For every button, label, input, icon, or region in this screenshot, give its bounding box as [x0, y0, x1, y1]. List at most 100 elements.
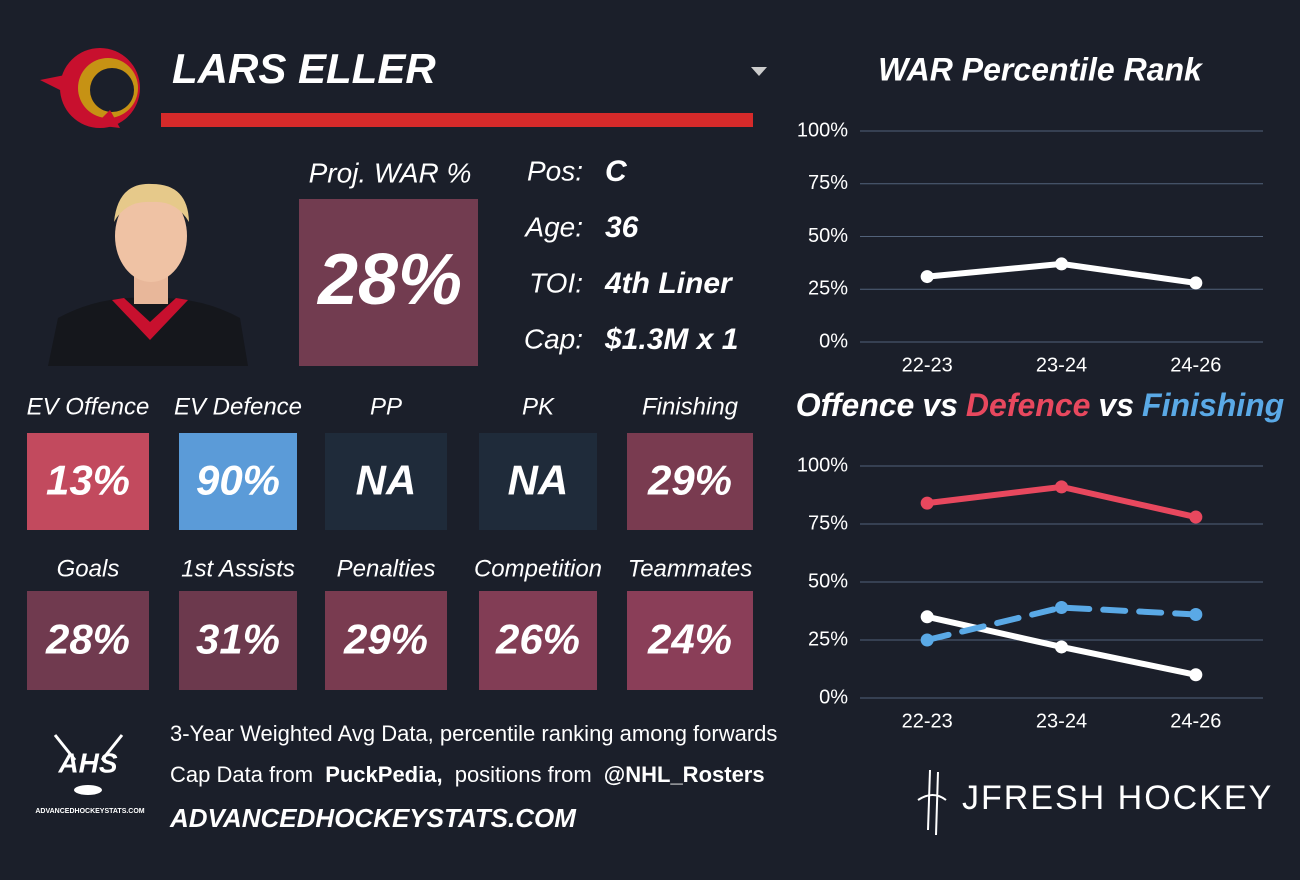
info-value: 4th Liner	[604, 267, 734, 300]
info-label: Age:	[523, 211, 583, 242]
player-name: LARS ELLER	[172, 45, 436, 92]
chart-title: Offence vs Defence vs Finishing	[796, 387, 1284, 423]
series-point	[920, 496, 934, 510]
tile-value: NA	[508, 457, 569, 504]
y-tick-label: 100%	[797, 454, 848, 476]
tile-label: Teammates	[628, 555, 753, 582]
projection-box	[299, 199, 478, 366]
series-point	[1189, 607, 1203, 621]
y-tick-label: 50%	[808, 570, 848, 592]
tile-value: 29%	[343, 616, 428, 663]
tile-box	[325, 591, 447, 690]
x-tick-label: 23-24	[1036, 710, 1087, 732]
footer-line: Cap Data from PuckPedia, positions from …	[170, 762, 765, 787]
player-photo	[48, 183, 248, 366]
tile-label: PP	[370, 393, 402, 420]
series-line	[924, 604, 1199, 643]
stat-tiles: EV Offence 13% EV Defence 90% PP NA PK NA Finish…	[27, 393, 753, 690]
series-point	[920, 633, 934, 647]
tile-label: Finishing	[642, 393, 739, 420]
brand-icon	[917, 769, 947, 836]
title-joiner: vs	[922, 387, 958, 423]
series-point	[1055, 640, 1068, 654]
tile-box	[627, 591, 753, 690]
brand: JFRESH HOCKEY	[962, 779, 1273, 817]
tile-box	[479, 433, 597, 530]
series-point	[1189, 276, 1203, 290]
line-chart: WAR Percentile Rank 0% 25% 50% 75% 100% 22-23 2…	[797, 51, 1263, 376]
y-tick-label: 0%	[819, 686, 848, 708]
chart-title: WAR Percentile Rank	[878, 51, 1204, 87]
x-tick-label: 23-24	[1036, 354, 1087, 376]
y-tick-label: 75%	[808, 172, 848, 194]
ahs-logo-text: AHS	[57, 747, 117, 778]
projection-value: 28%	[316, 240, 462, 320]
title-series-name: Finishing	[1142, 387, 1284, 423]
footer-link[interactable]: PuckPedia,	[325, 762, 442, 787]
info-list: Pos: C Age: 36 TOI: 4th Liner Cap: $1.3M x 1	[523, 155, 738, 356]
y-tick-label: 75%	[808, 512, 848, 534]
tile-value: 26%	[495, 616, 580, 663]
x-tick-label: 24-26	[1170, 354, 1221, 376]
tile-label: EV Offence	[27, 393, 150, 420]
info-value: $1.3M x 1	[604, 323, 738, 356]
tile-value: NA	[356, 457, 417, 504]
footer-line: 3-Year Weighted Avg Data, percentile ran…	[170, 721, 777, 746]
title-series-name: Defence	[966, 387, 1091, 423]
tile-value: 13%	[46, 457, 130, 504]
y-tick-label: 50%	[808, 225, 848, 247]
website[interactable]: ADVANCEDHOCKEYSTATS.COM	[169, 803, 577, 833]
series-point	[1055, 257, 1068, 271]
info-label: Cap:	[524, 323, 583, 354]
line-chart: Offence vs Defence vs Finishing0%25%50%75%10…	[796, 387, 1284, 732]
info-value: 36	[605, 211, 639, 244]
y-tick-label: 25%	[808, 628, 848, 650]
y-tick-label: 25%	[808, 278, 848, 300]
tile-box	[479, 591, 597, 690]
x-tick-label: 22-23	[902, 710, 953, 732]
tile-label: PK	[522, 393, 555, 420]
y-tick-label: 0%	[819, 330, 848, 352]
ahs-logo: AHS ADVANCEDHOCKEYSTATS.COM	[35, 734, 145, 815]
info-label: TOI:	[529, 267, 583, 298]
tile-value: 90%	[196, 457, 280, 504]
footer-text: positions from	[455, 762, 592, 787]
tile-value: 31%	[196, 616, 280, 663]
series-point	[1055, 601, 1068, 615]
info-label: Pos:	[527, 155, 583, 186]
footer-text: Cap Data from	[170, 762, 313, 787]
name-underline	[161, 113, 753, 127]
tile-label: 1st Assists	[181, 555, 295, 582]
title-series-name: Offence	[796, 387, 915, 423]
series-point	[1189, 668, 1203, 682]
tile-value: 28%	[45, 616, 130, 663]
tile-box	[179, 433, 297, 530]
y-tick-label: 100%	[797, 119, 848, 141]
tile-label: Goals	[57, 555, 120, 582]
title-joiner: vs	[1098, 387, 1134, 423]
tile-label: Competition	[474, 555, 602, 582]
series-point	[1055, 480, 1068, 494]
projection-label: Proj. WAR %	[309, 157, 472, 188]
footer-link[interactable]: @NHL_Rosters	[604, 762, 765, 787]
team-logo	[40, 48, 140, 128]
dropdown-arrow[interactable]	[751, 67, 767, 76]
tile-value: 29%	[647, 457, 732, 504]
tile-box	[627, 433, 753, 530]
tile-label: Penalties	[337, 555, 436, 582]
x-tick-label: 22-23	[902, 354, 953, 376]
ahs-logo-caption: ADVANCEDHOCKEYSTATS.COM	[35, 808, 144, 815]
series-point	[920, 270, 934, 284]
tile-box	[27, 591, 149, 690]
tile-value: 24%	[647, 616, 732, 663]
tile-box	[27, 433, 149, 530]
tile-label: EV Defence	[174, 393, 302, 420]
series-point	[1189, 510, 1203, 524]
tile-box	[179, 591, 297, 690]
series-point	[920, 610, 934, 624]
x-tick-label: 24-26	[1170, 710, 1221, 732]
tile-box	[325, 433, 447, 530]
info-value: C	[605, 155, 628, 188]
